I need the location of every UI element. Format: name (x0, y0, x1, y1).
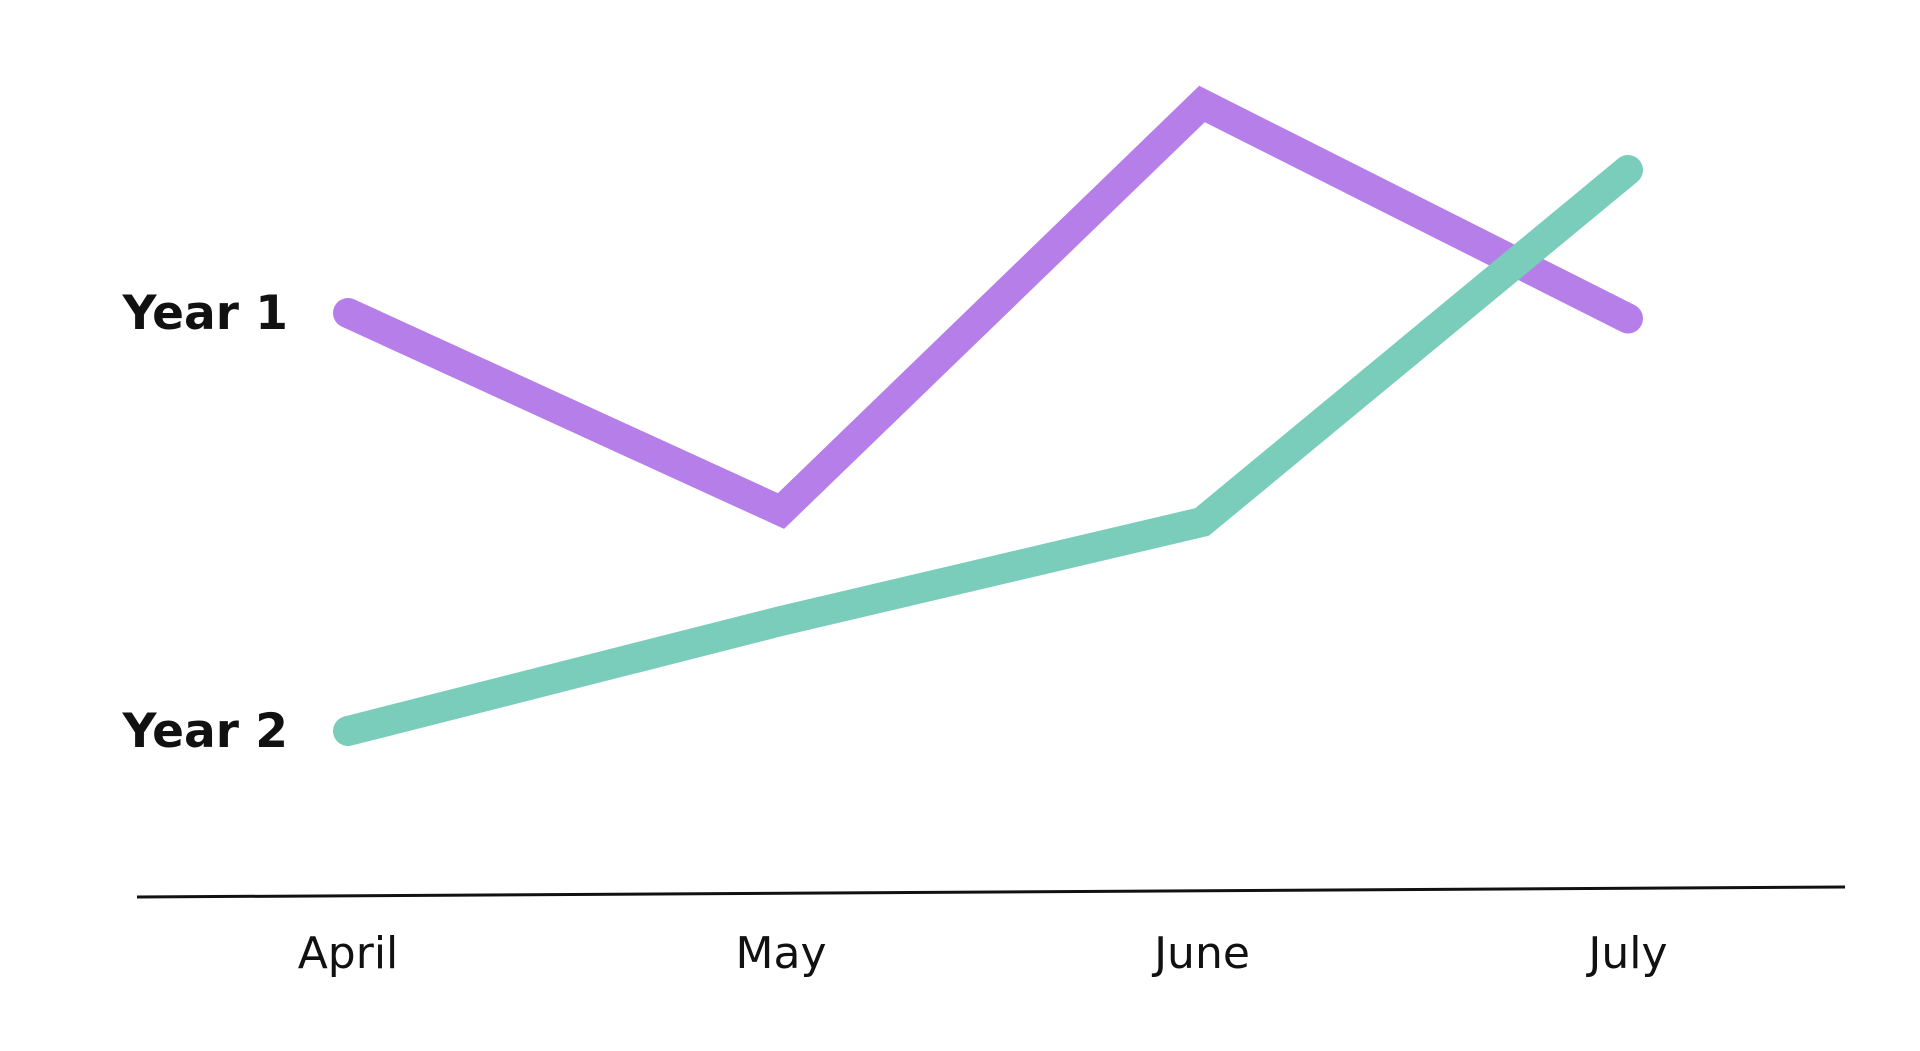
x-axis-line (136, 885, 1846, 899)
x-tick-label-april: April (298, 928, 399, 979)
series-labels: Year 1 Year 2 (121, 286, 288, 759)
series-lines (333, 85, 1643, 746)
x-tick-label-july: July (1585, 928, 1667, 979)
x-tick-label-june: June (1151, 928, 1250, 979)
series-line-year-1 (333, 85, 1643, 529)
x-tick-label-may: May (736, 928, 827, 979)
series-label-year-2: Year 2 (121, 704, 288, 759)
x-axis (136, 885, 1846, 899)
x-axis-tick-labels: April May June July (298, 928, 1668, 979)
series-line-year-2 (333, 155, 1643, 746)
series-label-year-1: Year 1 (121, 286, 288, 341)
